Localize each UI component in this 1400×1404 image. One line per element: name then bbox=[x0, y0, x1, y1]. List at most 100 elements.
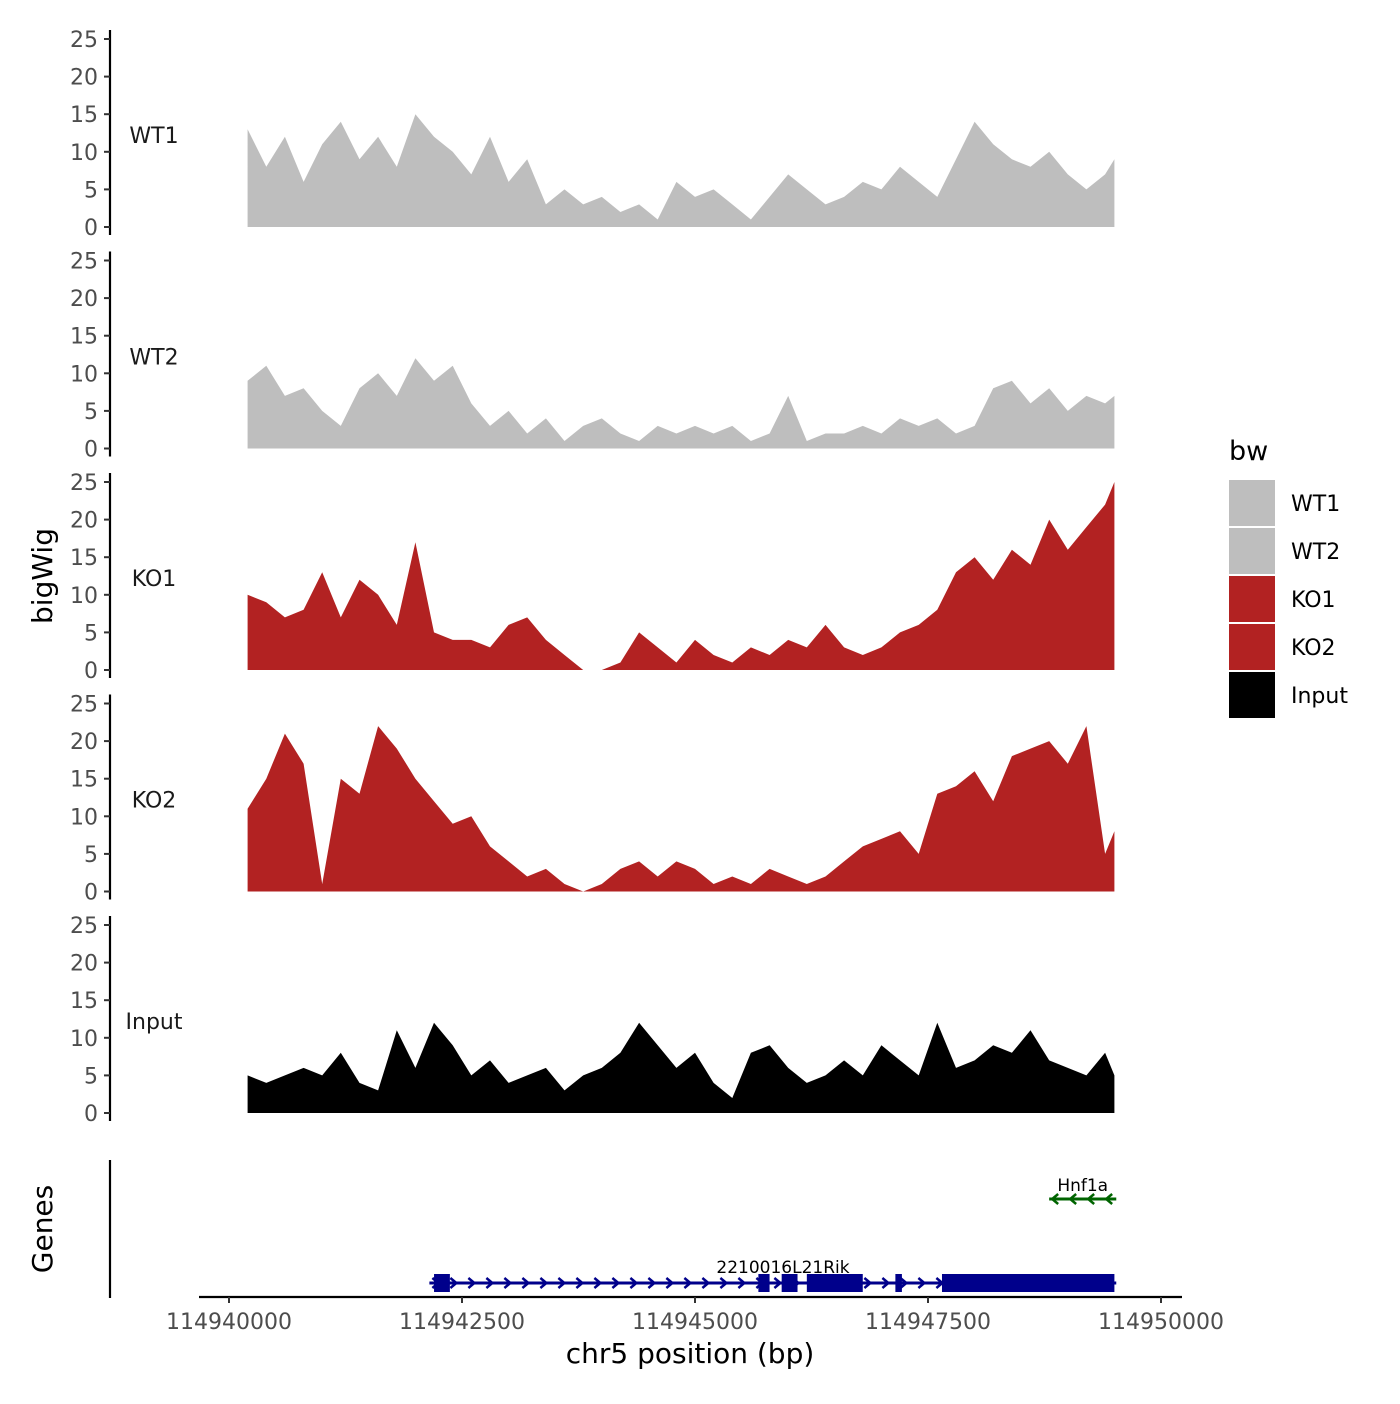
strand-arrow-icon bbox=[665, 1277, 675, 1289]
x-tick-label: 114945000 bbox=[632, 1310, 758, 1335]
y-tick-label: 15 bbox=[70, 989, 98, 1014]
strand-arrow-icon bbox=[593, 1277, 603, 1289]
strand-arrow-icon bbox=[611, 1277, 621, 1289]
y-tick-label: 10 bbox=[70, 362, 98, 387]
x-tick-label: 114947500 bbox=[865, 1310, 991, 1335]
y-tick-label: 5 bbox=[84, 621, 98, 646]
y-tick-label: 0 bbox=[84, 881, 98, 906]
y-tick-label: 0 bbox=[84, 216, 98, 241]
y-tick-label: 20 bbox=[70, 66, 98, 91]
y-tick-label: 25 bbox=[70, 28, 98, 53]
track-label: KO1 bbox=[132, 567, 177, 592]
track-ko1: 0 5 10 15 20 25 KO1 bbox=[70, 471, 1115, 684]
legend-label: WT1 bbox=[1291, 492, 1340, 517]
signal-area-wt1 bbox=[247, 114, 1115, 227]
strand-arrow-icon bbox=[1104, 1193, 1113, 1205]
track-label: WT2 bbox=[129, 346, 178, 371]
track-input: 0 5 10 15 20 25 Input bbox=[70, 914, 1115, 1127]
genes-layer: Hnf1a 2210016L21Rik bbox=[108, 1160, 1117, 1298]
track-label: Input bbox=[126, 1010, 183, 1035]
strand-arrow-icon bbox=[575, 1277, 585, 1289]
legend-key-input bbox=[1229, 672, 1275, 718]
strand-arrow-icon bbox=[899, 1277, 909, 1289]
y-tick-label: 10 bbox=[70, 1027, 98, 1052]
y-tick-label: 0 bbox=[84, 438, 98, 463]
legend-title: bw bbox=[1229, 436, 1268, 467]
exon bbox=[895, 1274, 902, 1292]
exon bbox=[941, 1274, 1115, 1292]
x-tick-label: 114950000 bbox=[1098, 1310, 1224, 1335]
y-tick-label: 10 bbox=[70, 141, 98, 166]
legend-key-wt1 bbox=[1229, 480, 1275, 526]
y-tick-label: 25 bbox=[70, 471, 98, 496]
legend-label: Input bbox=[1291, 684, 1348, 709]
strand-arrow-icon bbox=[701, 1277, 711, 1289]
strand-arrow-icon bbox=[521, 1277, 531, 1289]
strand-arrow-icon bbox=[539, 1277, 549, 1289]
x-tick-label: 114942500 bbox=[399, 1310, 525, 1335]
exon bbox=[758, 1274, 770, 1292]
gene-label: Hnf1a bbox=[1057, 1176, 1108, 1196]
legend-key-ko2 bbox=[1229, 624, 1275, 670]
tracks-layer: 0 5 10 15 20 25 WT1 0 5 10 15 20 25 WT2 0 5 10 15 20 25 KO1 0… bbox=[70, 28, 1115, 1127]
gene-hnf1a: Hnf1a bbox=[1049, 1176, 1117, 1205]
signal-area-ko2 bbox=[247, 726, 1115, 892]
track-wt2: 0 5 10 15 20 25 WT2 bbox=[70, 250, 1115, 463]
legend-key-wt2 bbox=[1229, 528, 1275, 574]
strand-arrow-icon bbox=[647, 1277, 657, 1289]
y-tick-label: 25 bbox=[70, 914, 98, 939]
y-tick-label: 25 bbox=[70, 693, 98, 718]
strand-arrow-icon bbox=[485, 1277, 495, 1289]
exon bbox=[806, 1274, 863, 1292]
strand-arrow-icon bbox=[1086, 1193, 1095, 1205]
legend-label: KO2 bbox=[1291, 636, 1336, 661]
strand-arrow-icon bbox=[881, 1277, 891, 1289]
track-wt1: 0 5 10 15 20 25 WT1 bbox=[70, 28, 1115, 241]
strand-arrow-icon bbox=[719, 1277, 729, 1289]
y-tick-label: 5 bbox=[84, 178, 98, 203]
strand-arrow-icon bbox=[1050, 1193, 1059, 1205]
strand-arrow-icon bbox=[449, 1277, 459, 1289]
strand-arrow-icon bbox=[863, 1277, 873, 1289]
strand-arrow-icon bbox=[503, 1277, 513, 1289]
track-ko2: 0 5 10 15 20 25 KO2 bbox=[70, 693, 1115, 906]
exon bbox=[781, 1274, 798, 1292]
strand-arrow-icon bbox=[773, 1277, 783, 1289]
y-tick-label: 25 bbox=[70, 250, 98, 275]
strand-arrow-icon bbox=[1068, 1193, 1077, 1205]
signal-area-input bbox=[247, 1022, 1115, 1113]
y-tick-label: 20 bbox=[70, 287, 98, 312]
track-label: WT1 bbox=[129, 124, 178, 149]
y-tick-label: 0 bbox=[84, 659, 98, 684]
track-label: KO2 bbox=[132, 789, 177, 814]
y-tick-label: 5 bbox=[84, 1064, 98, 1089]
strand-arrow-icon bbox=[683, 1277, 693, 1289]
strand-arrow-icon bbox=[737, 1277, 747, 1289]
y-tick-label: 15 bbox=[70, 546, 98, 571]
signal-area-wt2 bbox=[247, 358, 1115, 449]
legend-key-ko1 bbox=[1229, 576, 1275, 622]
legend-label: WT2 bbox=[1291, 540, 1340, 565]
x-tick-label: 114940000 bbox=[166, 1310, 292, 1335]
legend: bw WT1 WT2 KO1 KO2 Input bbox=[1229, 436, 1348, 718]
y-axis-title: bigWig bbox=[26, 528, 59, 624]
y-tick-label: 5 bbox=[84, 400, 98, 425]
y-tick-label: 15 bbox=[70, 103, 98, 128]
strand-arrow-icon bbox=[629, 1277, 639, 1289]
gene-2210016l21rik: 2210016L21Rik bbox=[429, 1258, 1117, 1292]
y-tick-label: 15 bbox=[70, 325, 98, 350]
y-tick-label: 15 bbox=[70, 768, 98, 793]
x-axis: 114940000 114942500 114945000 114947500 1149… bbox=[166, 1295, 1224, 1335]
y-tick-label: 20 bbox=[70, 952, 98, 977]
gene-label: 2210016L21Rik bbox=[716, 1258, 849, 1278]
strand-arrow-icon bbox=[467, 1277, 477, 1289]
y-tick-label: 10 bbox=[70, 805, 98, 830]
genes-axis-title: Genes bbox=[26, 1185, 59, 1273]
legend-label: KO1 bbox=[1291, 588, 1336, 613]
signal-area-ko1 bbox=[247, 482, 1115, 670]
y-tick-label: 0 bbox=[84, 1102, 98, 1127]
y-tick-label: 5 bbox=[84, 843, 98, 868]
x-axis-title: chr5 position (bp) bbox=[566, 1337, 815, 1370]
